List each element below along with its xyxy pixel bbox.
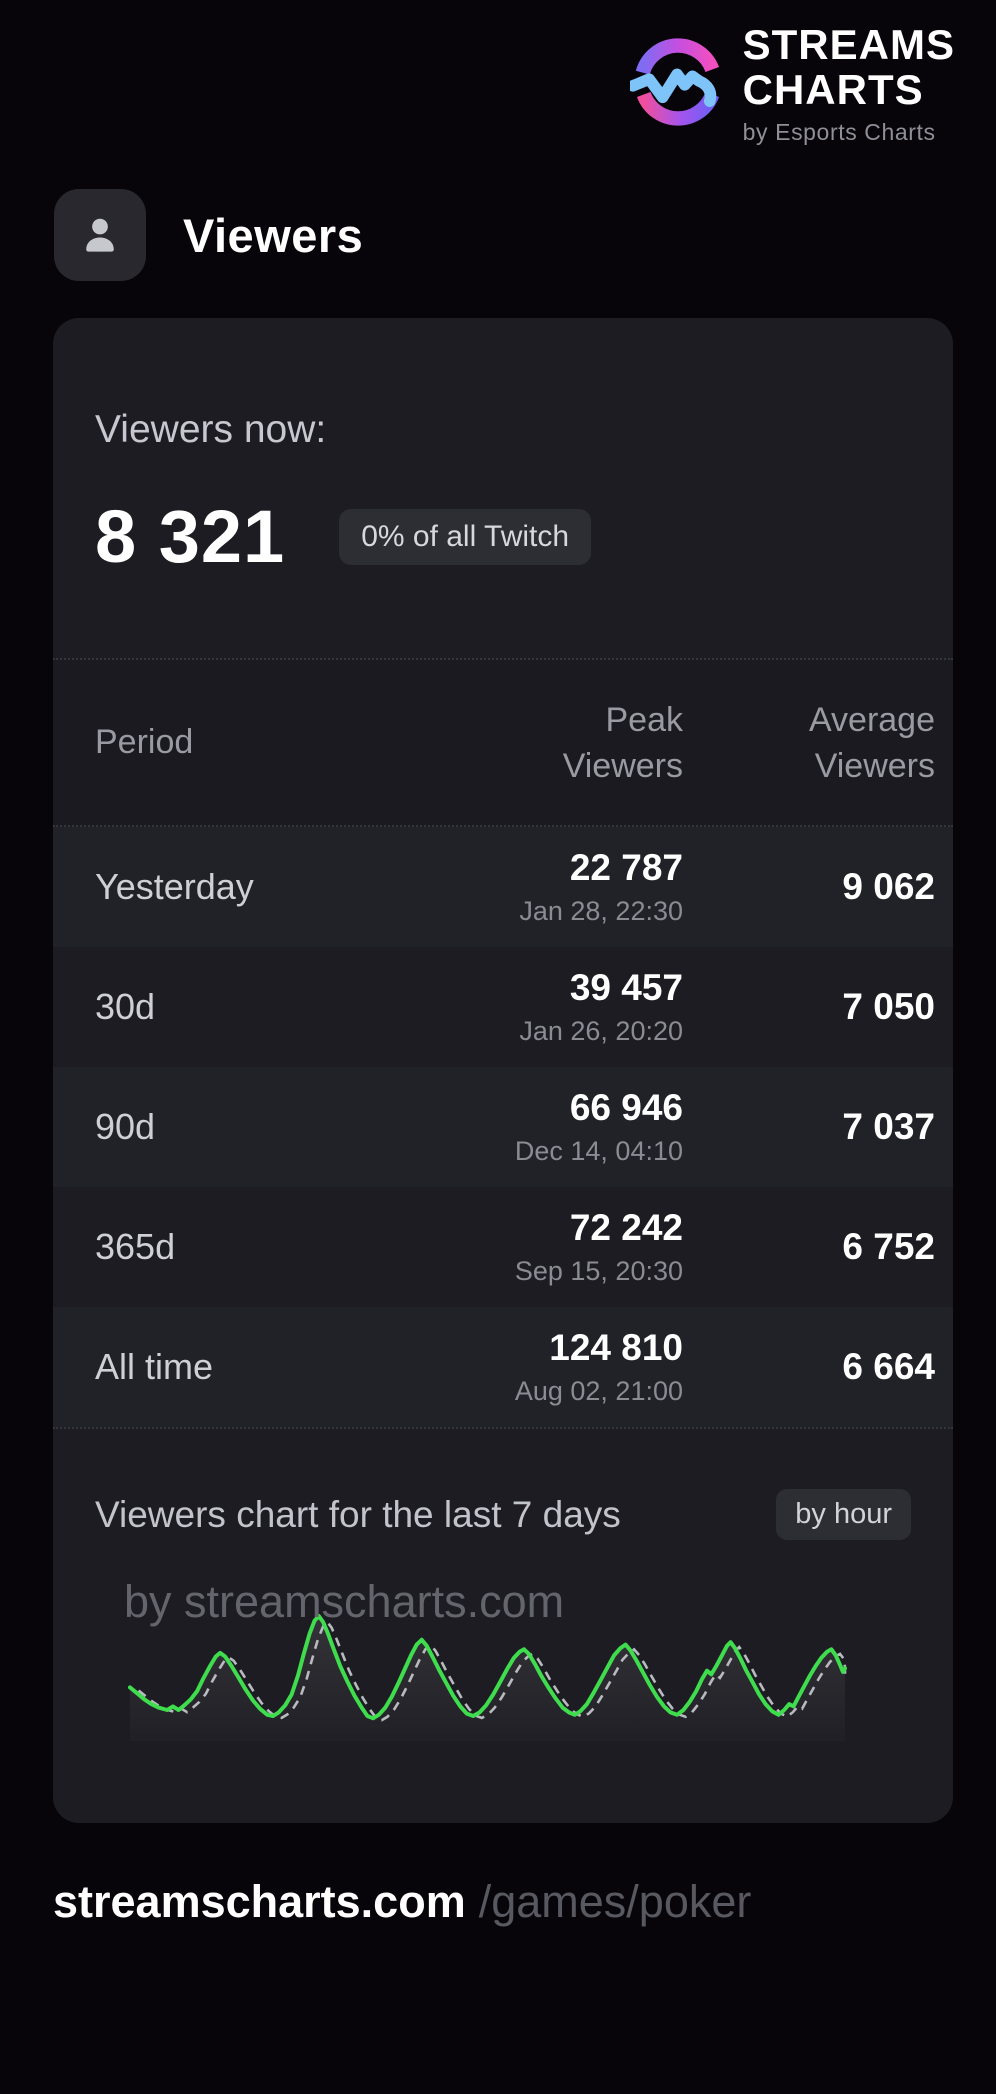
average-viewers-value: 7 037 [842,1106,935,1147]
streamscharts-logo-icon [629,38,719,126]
viewers-section-header: Viewers [54,189,363,281]
peak-viewers-value: 72 242 [569,1207,683,1248]
period-label: 365d [95,1226,176,1267]
stats-table-header: Period Peak Viewers Average Viewers [53,658,953,827]
column-header-peak: Peak Viewers [562,700,683,785]
logo-byline: by Esports Charts [742,119,936,145]
logo-title-line1: STREAMS [742,21,955,68]
period-label: 30d [95,986,156,1027]
peak-viewers-date: Jan 26, 20:20 [519,1016,683,1046]
chart-title: Viewers chart for the last 7 days [95,1493,621,1535]
chart-watermark: by streamscharts.com [124,1576,565,1627]
viewers-chart-svg [128,1614,847,1741]
table-row-90d: 90d 66 946 Dec 14, 04:10 7 037 [53,1067,953,1187]
peak-viewers-date: Sep 15, 20:30 [514,1256,683,1286]
average-viewers-value: 6 664 [842,1346,935,1387]
viewers-now-section: Viewers now: 8 321 0% of all Twitch [53,318,953,658]
period-label: Yesterday [95,866,254,907]
footer-site-link[interactable]: streamscharts.com [53,1876,466,1927]
table-row-yesterday: Yesterday 22 787 Jan 28, 22:30 9 062 [53,827,953,947]
table-row-all-time: All time 124 810 Aug 02, 21:00 6 664 [53,1307,953,1427]
person-icon [86,218,114,252]
column-header-average: Average Viewers [808,700,935,785]
stats-card: Viewers now: 8 321 0% of all Twitch Peri… [53,318,953,1823]
viewers-now-value: 8 321 [95,495,286,578]
peak-viewers-value: 22 787 [569,847,683,888]
footer-path: /games/poker [478,1876,752,1927]
by-hour-badge[interactable]: by hour [776,1489,911,1540]
period-label: 90d [95,1106,156,1147]
average-viewers-value: 6 752 [842,1226,935,1267]
footer-url: streamscharts.com/games/poker [53,1876,751,1928]
column-header-period: Period [95,723,194,761]
page-title: Viewers [183,208,364,262]
peak-viewers-date: Jan 28, 22:30 [519,896,683,926]
period-label: All time [95,1346,214,1387]
twitch-share-badge: 0% of all Twitch [339,508,592,565]
average-viewers-value: 7 050 [842,986,935,1027]
viewers-icon-box [54,189,146,281]
peak-viewers-value: 124 810 [549,1327,683,1368]
peak-viewers-value: 66 946 [569,1087,683,1128]
peak-viewers-value: 39 457 [569,967,683,1008]
peak-viewers-date: Dec 14, 04:10 [514,1136,683,1166]
table-row-30d: 30d 39 457 Jan 26, 20:20 7 050 [53,947,953,1067]
peak-viewers-date: Aug 02, 21:00 [514,1376,683,1406]
viewers-now-label: Viewers now: [95,408,327,451]
logo-title-line2: CHARTS [742,66,924,113]
streamscharts-logo: STREAMS CHARTS by Esports Charts [629,21,955,146]
chart-section: Viewers chart for the last 7 days by hou… [53,1427,953,1741]
table-row-365d: 365d 72 242 Sep 15, 20:30 6 752 [53,1187,953,1307]
viewers-chart: by streamscharts.com [124,1576,847,1741]
average-viewers-value: 9 062 [842,866,935,907]
